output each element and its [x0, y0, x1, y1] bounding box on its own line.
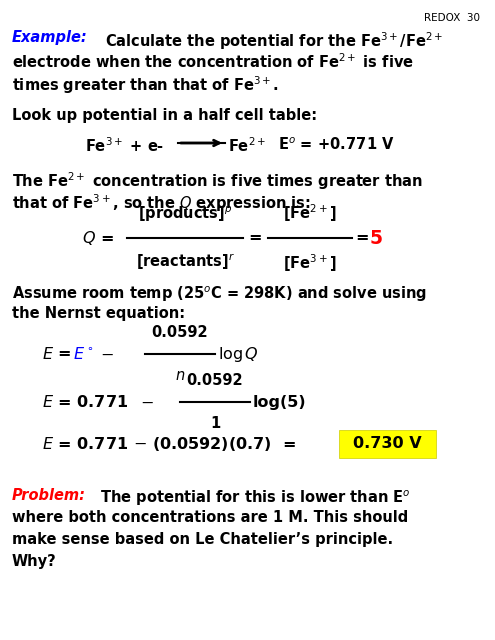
Text: REDOX  30: REDOX 30 [424, 13, 480, 23]
Text: [Fe$^{3+}$]: [Fe$^{3+}$] [283, 252, 337, 274]
Text: The potential for this is lower than E$^o$: The potential for this is lower than E$^… [90, 488, 411, 508]
Text: =: = [248, 230, 261, 246]
Text: 1: 1 [210, 416, 220, 431]
Text: $E^\circ$: $E^\circ$ [73, 346, 94, 362]
Text: $E$ = 0.771 $-$ (0.0592)(0.7)  =: $E$ = 0.771 $-$ (0.0592)(0.7) = [42, 435, 296, 453]
Text: make sense based on Le Chatelier’s principle.: make sense based on Le Chatelier’s princ… [12, 532, 393, 547]
Text: =: = [57, 346, 70, 362]
Text: Problem:: Problem: [12, 488, 86, 503]
Text: [reactants]$^r$: [reactants]$^r$ [136, 252, 235, 272]
Text: times greater than that of Fe$^{3+}$.: times greater than that of Fe$^{3+}$. [12, 74, 279, 96]
Text: The Fe$^{2+}$ concentration is five times greater than: The Fe$^{2+}$ concentration is five time… [12, 170, 423, 192]
Text: $n$: $n$ [175, 368, 185, 383]
Text: Assume room temp (25$^o$C = 298K) and solve using: Assume room temp (25$^o$C = 298K) and so… [12, 284, 427, 303]
Text: Look up potential in a half cell table:: Look up potential in a half cell table: [12, 108, 317, 123]
Text: the Nernst equation:: the Nernst equation: [12, 306, 185, 321]
Text: $\log Q$: $\log Q$ [218, 344, 259, 364]
Text: E$^o$ = +0.771 V: E$^o$ = +0.771 V [278, 136, 395, 152]
Text: Fe$^{3+}$ + e-: Fe$^{3+}$ + e- [85, 136, 164, 155]
Text: 5: 5 [370, 228, 383, 248]
Text: 0.0592: 0.0592 [151, 325, 208, 340]
Text: Example:: Example: [12, 30, 88, 45]
Text: that of Fe$^{3+}$, so the $Q$ expression is:: that of Fe$^{3+}$, so the $Q$ expression… [12, 192, 311, 214]
Text: 0.730 V: 0.730 V [353, 436, 422, 451]
Text: Why?: Why? [12, 554, 57, 569]
Text: $Q$ =: $Q$ = [82, 229, 114, 247]
Text: =: = [356, 230, 375, 246]
Text: where both concentrations are 1 M. This should: where both concentrations are 1 M. This … [12, 510, 408, 525]
FancyBboxPatch shape [339, 430, 436, 458]
Text: Calculate the potential for the Fe$^{3+}$/Fe$^{2+}$: Calculate the potential for the Fe$^{3+}… [95, 30, 443, 52]
Text: Fe$^{2+}$: Fe$^{2+}$ [228, 136, 266, 155]
Text: [products]$^p$: [products]$^p$ [138, 204, 232, 224]
Text: $-$: $-$ [140, 394, 154, 410]
Text: log(5): log(5) [253, 394, 306, 410]
Text: electrode when the concentration of Fe$^{2+}$ is five: electrode when the concentration of Fe$^… [12, 52, 414, 70]
Text: $-$: $-$ [100, 346, 114, 362]
Text: 0.0592: 0.0592 [187, 373, 244, 388]
Text: $E$: $E$ [42, 346, 54, 362]
Text: $E$ = 0.771: $E$ = 0.771 [42, 394, 129, 410]
Text: [Fe$^{2+}$]: [Fe$^{2+}$] [283, 202, 337, 224]
